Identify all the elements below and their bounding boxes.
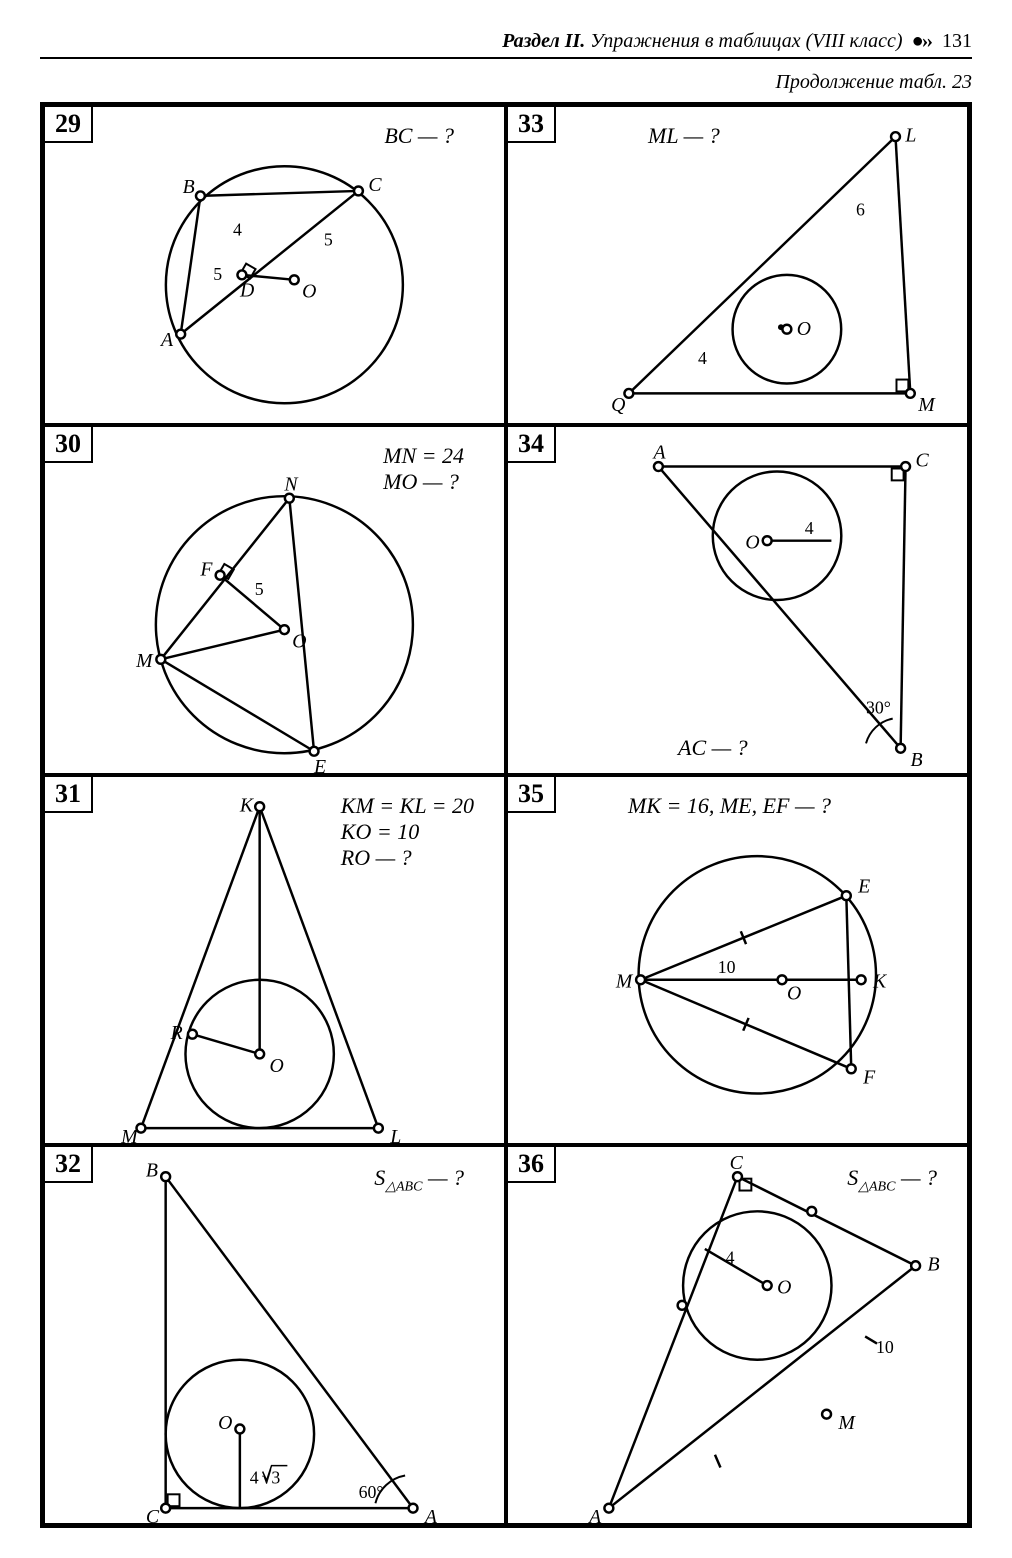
problem-35: 35 MK = 16, ME, EF — ? M E F K O 10 [506, 775, 969, 1145]
problem-number: 31 [45, 777, 93, 813]
svg-text:O: O [787, 983, 801, 1005]
section-label: Раздел II. [502, 30, 585, 52]
svg-text:M: M [917, 394, 936, 416]
svg-text:4: 4 [233, 219, 242, 239]
svg-text:60°: 60° [359, 1482, 384, 1502]
problem-32: 32S△ABC — ?BCAO4√360° [43, 1145, 506, 1525]
svg-text:C: C [915, 450, 929, 472]
page-number: 131 [942, 30, 972, 52]
svg-text:O: O [745, 532, 759, 554]
svg-text:A: A [587, 1506, 602, 1523]
svg-text:6: 6 [856, 200, 865, 220]
geometry-diagram: C B A M O 4 10 [508, 1147, 967, 1523]
section-desc: Упражнения в таблицах (VIII класс) [590, 30, 902, 52]
svg-text:A: A [159, 329, 174, 351]
problem-question: ML — ? [648, 123, 720, 149]
svg-text:O: O [797, 318, 811, 340]
svg-text:5: 5 [324, 229, 333, 249]
svg-text:5: 5 [213, 264, 222, 284]
header-bullets: ●›› [912, 30, 931, 52]
problem-31: 31 KM = KL = 20KO = 10RO — ? K M L R O [43, 775, 506, 1145]
problem-36: 36 S△ABC — ? C B A M O 4 10 [506, 1145, 969, 1525]
problem-number: 32 [45, 1147, 93, 1183]
svg-text:L: L [904, 125, 916, 147]
svg-text:O: O [777, 1276, 791, 1298]
svg-text:K: K [872, 971, 888, 993]
problem-number: 35 [508, 777, 556, 813]
problem-number: 33 [508, 107, 556, 143]
problem-question: KM = KL = 20KO = 10RO — ? [341, 793, 474, 871]
table-continuation: Продолжение табл. 23 [40, 71, 972, 94]
problem-number: 29 [45, 107, 93, 143]
problem-number: 30 [45, 427, 93, 463]
svg-text:B: B [183, 176, 195, 198]
svg-text:O: O [302, 281, 316, 303]
problems-grid: 29 BC — ? A B C D O 4 5 5 33 ML — ? L M Q O 6 4 30 MN = 2… [40, 102, 972, 1528]
svg-text:N: N [283, 473, 299, 495]
svg-text:4: 4 [805, 518, 814, 538]
geometry-diagram: A C B O 4 30° [508, 427, 967, 773]
svg-text:R: R [170, 1022, 183, 1044]
problem-number: 34 [508, 427, 556, 463]
svg-text:B: B [146, 1160, 158, 1182]
svg-text:F: F [199, 558, 213, 580]
page-header: Раздел II. Упражнения в таблицах (VIII к… [40, 30, 972, 59]
svg-text:B: B [911, 749, 923, 771]
svg-text:M: M [135, 650, 154, 672]
problem-question: BC — ? [384, 123, 454, 149]
svg-text:M: M [615, 971, 634, 993]
svg-text:B: B [927, 1254, 939, 1276]
svg-text:E: E [313, 756, 326, 773]
problem-29: 29 BC — ? A B C D O 4 5 5 [43, 105, 506, 425]
svg-text:4: 4 [698, 348, 707, 368]
svg-text:O: O [218, 1412, 232, 1434]
problem-30: 30 MN = 24MO — ? N M E F O 5 [43, 425, 506, 775]
svg-text:10: 10 [718, 957, 736, 977]
geometry-diagram: M E F K O 10 [508, 777, 967, 1143]
problem-question: MN = 24MO — ? [383, 443, 464, 495]
svg-text:K: K [239, 795, 255, 817]
svg-text:E: E [857, 876, 870, 898]
svg-text:10: 10 [876, 1337, 894, 1357]
problem-question: MK = 16, ME, EF — ? [628, 793, 831, 819]
geometry-diagram: A B C D O 4 5 5 [45, 107, 504, 423]
svg-text:F: F [862, 1067, 876, 1089]
svg-text:C: C [146, 1506, 160, 1523]
svg-text:Q: Q [611, 394, 625, 416]
problem-question: AC — ? [678, 735, 748, 761]
problem-33: 33 ML — ? L M Q O 6 4 [506, 105, 969, 425]
svg-text:D: D [239, 280, 254, 302]
problem-34: 34 AC — ? A C B O 4 30° [506, 425, 969, 775]
svg-text:C: C [730, 1152, 744, 1174]
svg-text:L: L [389, 1126, 401, 1143]
svg-text:4: 4 [250, 1467, 259, 1487]
svg-text:5: 5 [255, 579, 264, 599]
svg-text:O: O [270, 1055, 284, 1077]
svg-text:A: A [651, 442, 666, 464]
problem-question: S△ABC — ? [847, 1165, 937, 1195]
svg-text:A: A [423, 1506, 438, 1523]
geometry-diagram: L M Q O 6 4 [508, 107, 967, 423]
svg-text:30°: 30° [866, 698, 891, 718]
problem-question: S△ABC — ? [374, 1165, 464, 1195]
svg-text:4: 4 [726, 1248, 735, 1268]
problem-number: 36 [508, 1147, 556, 1183]
svg-text:M: M [837, 1412, 856, 1434]
geometry-diagram: BCAO4√360° [45, 1147, 504, 1523]
svg-text:C: C [368, 174, 382, 196]
svg-text:O: O [292, 630, 306, 652]
svg-text:M: M [120, 1126, 139, 1143]
